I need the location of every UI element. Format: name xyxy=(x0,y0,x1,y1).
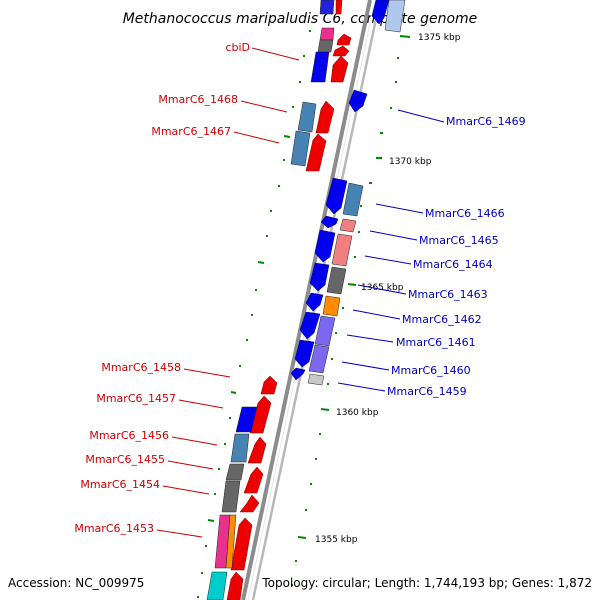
feature-arrow[interactable] xyxy=(314,229,336,263)
feature-arrow[interactable] xyxy=(299,311,321,340)
gene-label-left: MmarC6_1454 xyxy=(80,478,160,491)
left-inner-features xyxy=(206,0,335,600)
topology-label: Topology: circular; Length: 1,744,193 bp… xyxy=(261,576,592,590)
feature-arrow[interactable] xyxy=(330,55,349,83)
gene-label-left: MmarC6_1457 xyxy=(96,392,176,405)
gene-label-left: MmarC6_1467 xyxy=(151,125,231,138)
outer-left-ticks xyxy=(197,30,311,598)
kbp-label: 1360 kbp xyxy=(336,408,379,418)
feature-arrow[interactable] xyxy=(348,89,368,113)
feature-arrow[interactable] xyxy=(309,262,330,292)
gene-label-left: MmarC6_1456 xyxy=(89,429,169,442)
gene-label-right: MmarC6_1466 xyxy=(425,207,505,220)
feature-block[interactable] xyxy=(339,218,357,233)
gene-label-right: MmarC6_1465 xyxy=(419,234,499,247)
gene-label-right: MmarC6_1463 xyxy=(408,288,488,301)
gene-label-left: MmarC6_1458 xyxy=(101,361,181,374)
feature-block[interactable] xyxy=(307,373,325,386)
gene-label-right: MmarC6_1460 xyxy=(391,364,471,377)
gene-label-left: MmarC6_1455 xyxy=(85,453,165,466)
feature-arrow[interactable] xyxy=(335,0,343,15)
gene-label-right: MmarC6_1464 xyxy=(413,258,493,271)
kbp-label: 1375 kbp xyxy=(418,33,461,43)
feature-block[interactable] xyxy=(314,315,336,347)
feature-arrow[interactable] xyxy=(243,466,264,494)
feature-arrow[interactable] xyxy=(336,33,352,46)
gene-label-left: MmarC6_1453 xyxy=(74,522,154,535)
kbp-label: 1370 kbp xyxy=(389,157,432,167)
feature-block[interactable] xyxy=(225,514,237,569)
feature-block[interactable] xyxy=(384,0,406,33)
right-inner-features xyxy=(307,0,406,386)
feature-arrow[interactable] xyxy=(239,494,260,513)
feature-arrow[interactable] xyxy=(325,177,348,215)
feature-arrow[interactable] xyxy=(320,215,339,229)
feature-arrow[interactable] xyxy=(332,45,350,57)
feature-block[interactable] xyxy=(225,463,245,481)
reverse-strand-features xyxy=(290,0,390,381)
gene-label-right: MmarC6_1459 xyxy=(387,385,467,398)
kbp-label: 1365 kbp xyxy=(361,283,404,293)
map-title: Methanococcus maripaludis C6, complete g… xyxy=(123,11,478,27)
feature-arrow[interactable] xyxy=(294,339,315,368)
feature-block[interactable] xyxy=(297,101,317,133)
accession-label: Accession: NC_009975 xyxy=(8,576,144,590)
feature-arrow[interactable] xyxy=(226,571,244,600)
feature-block[interactable] xyxy=(308,344,330,374)
gene-label-right: MmarC6_1461 xyxy=(396,336,476,349)
feature-arrow[interactable] xyxy=(260,375,278,395)
feature-block[interactable] xyxy=(235,406,258,433)
feature-arrow[interactable] xyxy=(247,436,267,464)
outer-right-ticks xyxy=(291,35,411,586)
feature-arrow[interactable] xyxy=(371,0,390,25)
feature-block[interactable] xyxy=(221,480,241,513)
feature-block[interactable] xyxy=(206,571,228,600)
gene-label-right: MmarC6_1462 xyxy=(402,313,482,326)
feature-block[interactable] xyxy=(230,433,250,463)
feature-arrow[interactable] xyxy=(290,367,306,381)
feature-block[interactable] xyxy=(331,233,353,267)
gene-label-left: cbiD xyxy=(225,41,250,54)
gene-label-left: MmarC6_1468 xyxy=(158,93,238,106)
feature-block[interactable] xyxy=(342,182,364,217)
feature-arrow[interactable] xyxy=(315,100,335,134)
feature-block[interactable] xyxy=(326,266,347,295)
feature-block[interactable] xyxy=(319,27,335,41)
feature-block[interactable] xyxy=(290,130,311,167)
feature-block[interactable] xyxy=(319,0,335,15)
kbp-label: 1355 kbp xyxy=(315,535,358,545)
feature-block[interactable] xyxy=(322,295,341,317)
left-leader-lines xyxy=(156,47,300,538)
forward-strand-features xyxy=(226,0,352,600)
feature-arrow[interactable] xyxy=(305,133,327,172)
right-leader-lines xyxy=(337,109,445,392)
feature-arrow[interactable] xyxy=(305,292,324,312)
feature-block[interactable] xyxy=(317,39,334,53)
feature-block[interactable] xyxy=(310,51,330,83)
gene-label-right: MmarC6_1469 xyxy=(446,115,526,128)
